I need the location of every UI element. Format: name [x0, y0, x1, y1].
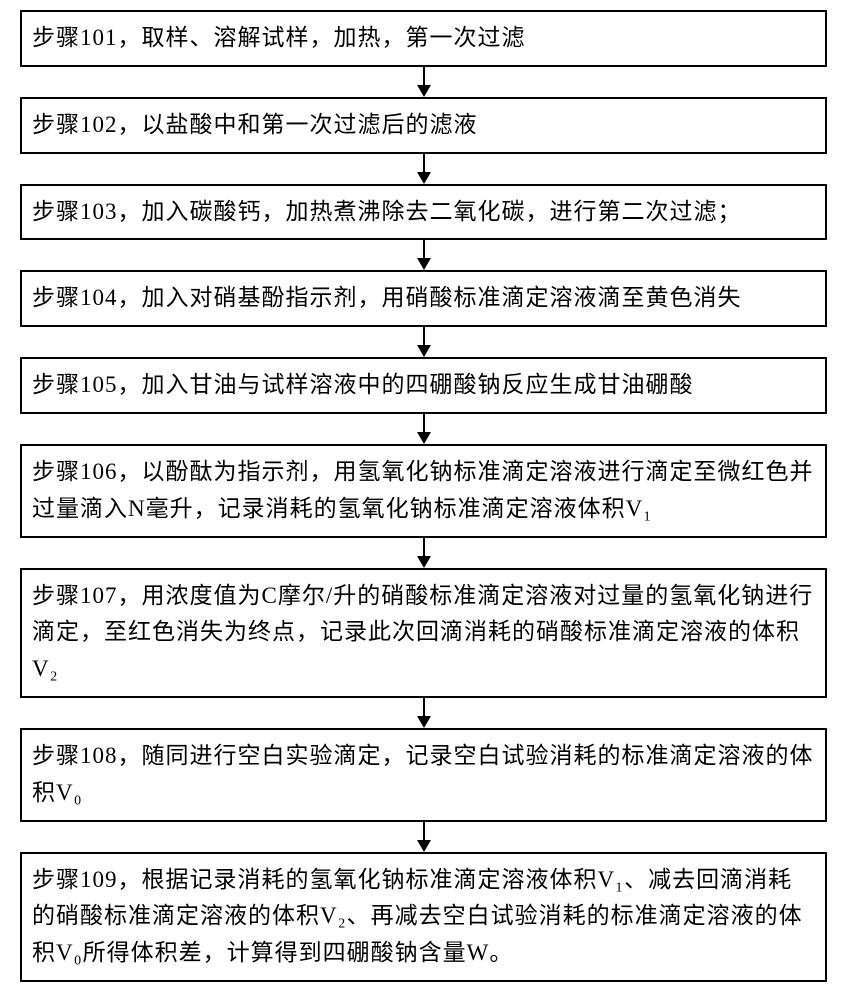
arrow-icon	[414, 154, 434, 184]
step-text: 步骤101，取样、溶解试样，加热，第一次过滤	[32, 25, 526, 50]
arrow-icon	[414, 240, 434, 270]
step-105: 步骤105，加入甘油与试样溶液中的四硼酸钠反应生成甘油硼酸	[20, 357, 827, 414]
arrow-icon	[414, 327, 434, 357]
step-text: 步骤104，加入对硝基酚指示剂，用硝酸标准滴定溶液滴至黄色消失	[32, 285, 742, 310]
step-109: 步骤109，根据记录消耗的氢氧化钠标准滴定溶液体积V₁、减去回滴消耗的硝酸标准滴…	[20, 852, 827, 982]
arrow-icon	[414, 698, 434, 728]
arrow-icon	[414, 822, 434, 852]
step-107: 步骤107，用浓度值为C摩尔/升的硝酸标准滴定溶液对过量的氢氧化钠进行滴定，至红…	[20, 568, 827, 698]
flowchart-container: 步骤101，取样、溶解试样，加热，第一次过滤 步骤102，以盐酸中和第一次过滤后…	[20, 10, 827, 982]
arrow-icon	[414, 538, 434, 568]
step-106: 步骤106，以酚酞为指示剂，用氢氧化钠标准滴定溶液进行滴定至微红色并过量滴入N毫…	[20, 444, 827, 538]
step-text: 步骤105，加入甘油与试样溶液中的四硼酸钠反应生成甘油硼酸	[32, 372, 694, 397]
step-102: 步骤102，以盐酸中和第一次过滤后的滤液	[20, 97, 827, 154]
arrow-icon	[414, 414, 434, 444]
arrow-icon	[414, 67, 434, 97]
step-text: 步骤106，以酚酞为指示剂，用氢氧化钠标准滴定溶液进行滴定至微红色并过量滴入N毫…	[32, 459, 814, 521]
step-text: 步骤107，用浓度值为C摩尔/升的硝酸标准滴定溶液对过量的氢氧化钠进行滴定，至红…	[32, 583, 813, 682]
step-text: 步骤109，根据记录消耗的氢氧化钠标准滴定溶液体积V₁、减去回滴消耗的硝酸标准滴…	[32, 867, 803, 966]
step-text: 步骤102，以盐酸中和第一次过滤后的滤液	[32, 112, 478, 137]
step-101: 步骤101，取样、溶解试样，加热，第一次过滤	[20, 10, 827, 67]
step-108: 步骤108，随同进行空白实验滴定，记录空白试验消耗的标准滴定溶液的体积V₀	[20, 728, 827, 822]
step-text: 步骤108，随同进行空白实验滴定，记录空白试验消耗的标准滴定溶液的体积V₀	[32, 743, 814, 805]
step-103: 步骤103，加入碳酸钙，加热煮沸除去二氧化碳，进行第二次过滤；	[20, 184, 827, 241]
step-text: 步骤103，加入碳酸钙，加热煮沸除去二氧化碳，进行第二次过滤；	[32, 199, 742, 224]
step-104: 步骤104，加入对硝基酚指示剂，用硝酸标准滴定溶液滴至黄色消失	[20, 270, 827, 327]
